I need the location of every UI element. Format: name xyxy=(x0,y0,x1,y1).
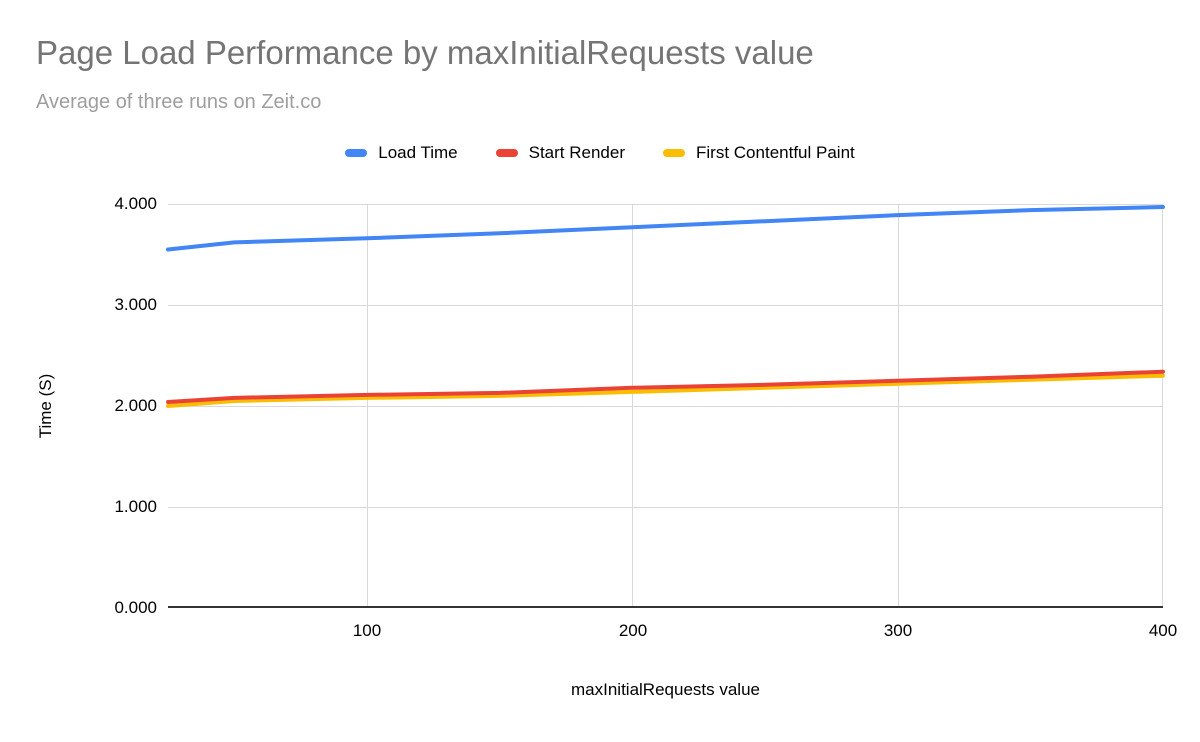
legend-swatch-first-contentful-paint xyxy=(663,149,686,157)
y-axis-title: Time (S) xyxy=(36,373,55,439)
legend: Load Time Start Render First Contentful … xyxy=(0,143,1200,163)
y-tick-label-3: 3.000 xyxy=(114,295,157,314)
legend-item-start-render: Start Render xyxy=(495,143,626,163)
x-axis-title: maxInitialRequests value xyxy=(571,680,760,699)
legend-label-load-time: Load Time xyxy=(378,143,458,162)
y-tick-label-1: 1.000 xyxy=(114,497,157,516)
y-tick-label-4: 4.000 xyxy=(114,194,157,213)
x-tick-label-400: 400 xyxy=(1148,621,1178,640)
series-line-load-time xyxy=(166,205,1165,252)
legend-swatch-start-render xyxy=(495,149,518,157)
x-tick-label-300: 300 xyxy=(883,621,913,640)
y-tick-label-2: 2.000 xyxy=(114,396,157,415)
x-tick-label-100: 100 xyxy=(352,621,382,640)
legend-label-start-render: Start Render xyxy=(528,143,626,162)
legend-item-load-time: Load Time xyxy=(345,143,458,163)
series-line-start-render xyxy=(166,369,1165,404)
legend-item-first-contentful-paint: First Contentful Paint xyxy=(663,143,855,163)
x-tick-label-200: 200 xyxy=(618,621,648,640)
chart-subtitle: Average of three runs on Zeit.co xyxy=(36,91,322,113)
chart-title: Page Load Performance by maxInitialReque… xyxy=(36,34,814,71)
x-axis-line xyxy=(168,606,1163,608)
y-tick-label-0: 0.000 xyxy=(114,598,157,617)
legend-label-first-contentful-paint: First Contentful Paint xyxy=(696,143,855,162)
legend-swatch-load-time xyxy=(345,149,368,157)
series-line-first-contentful-paint xyxy=(166,373,1165,408)
plot-area xyxy=(166,204,1165,608)
